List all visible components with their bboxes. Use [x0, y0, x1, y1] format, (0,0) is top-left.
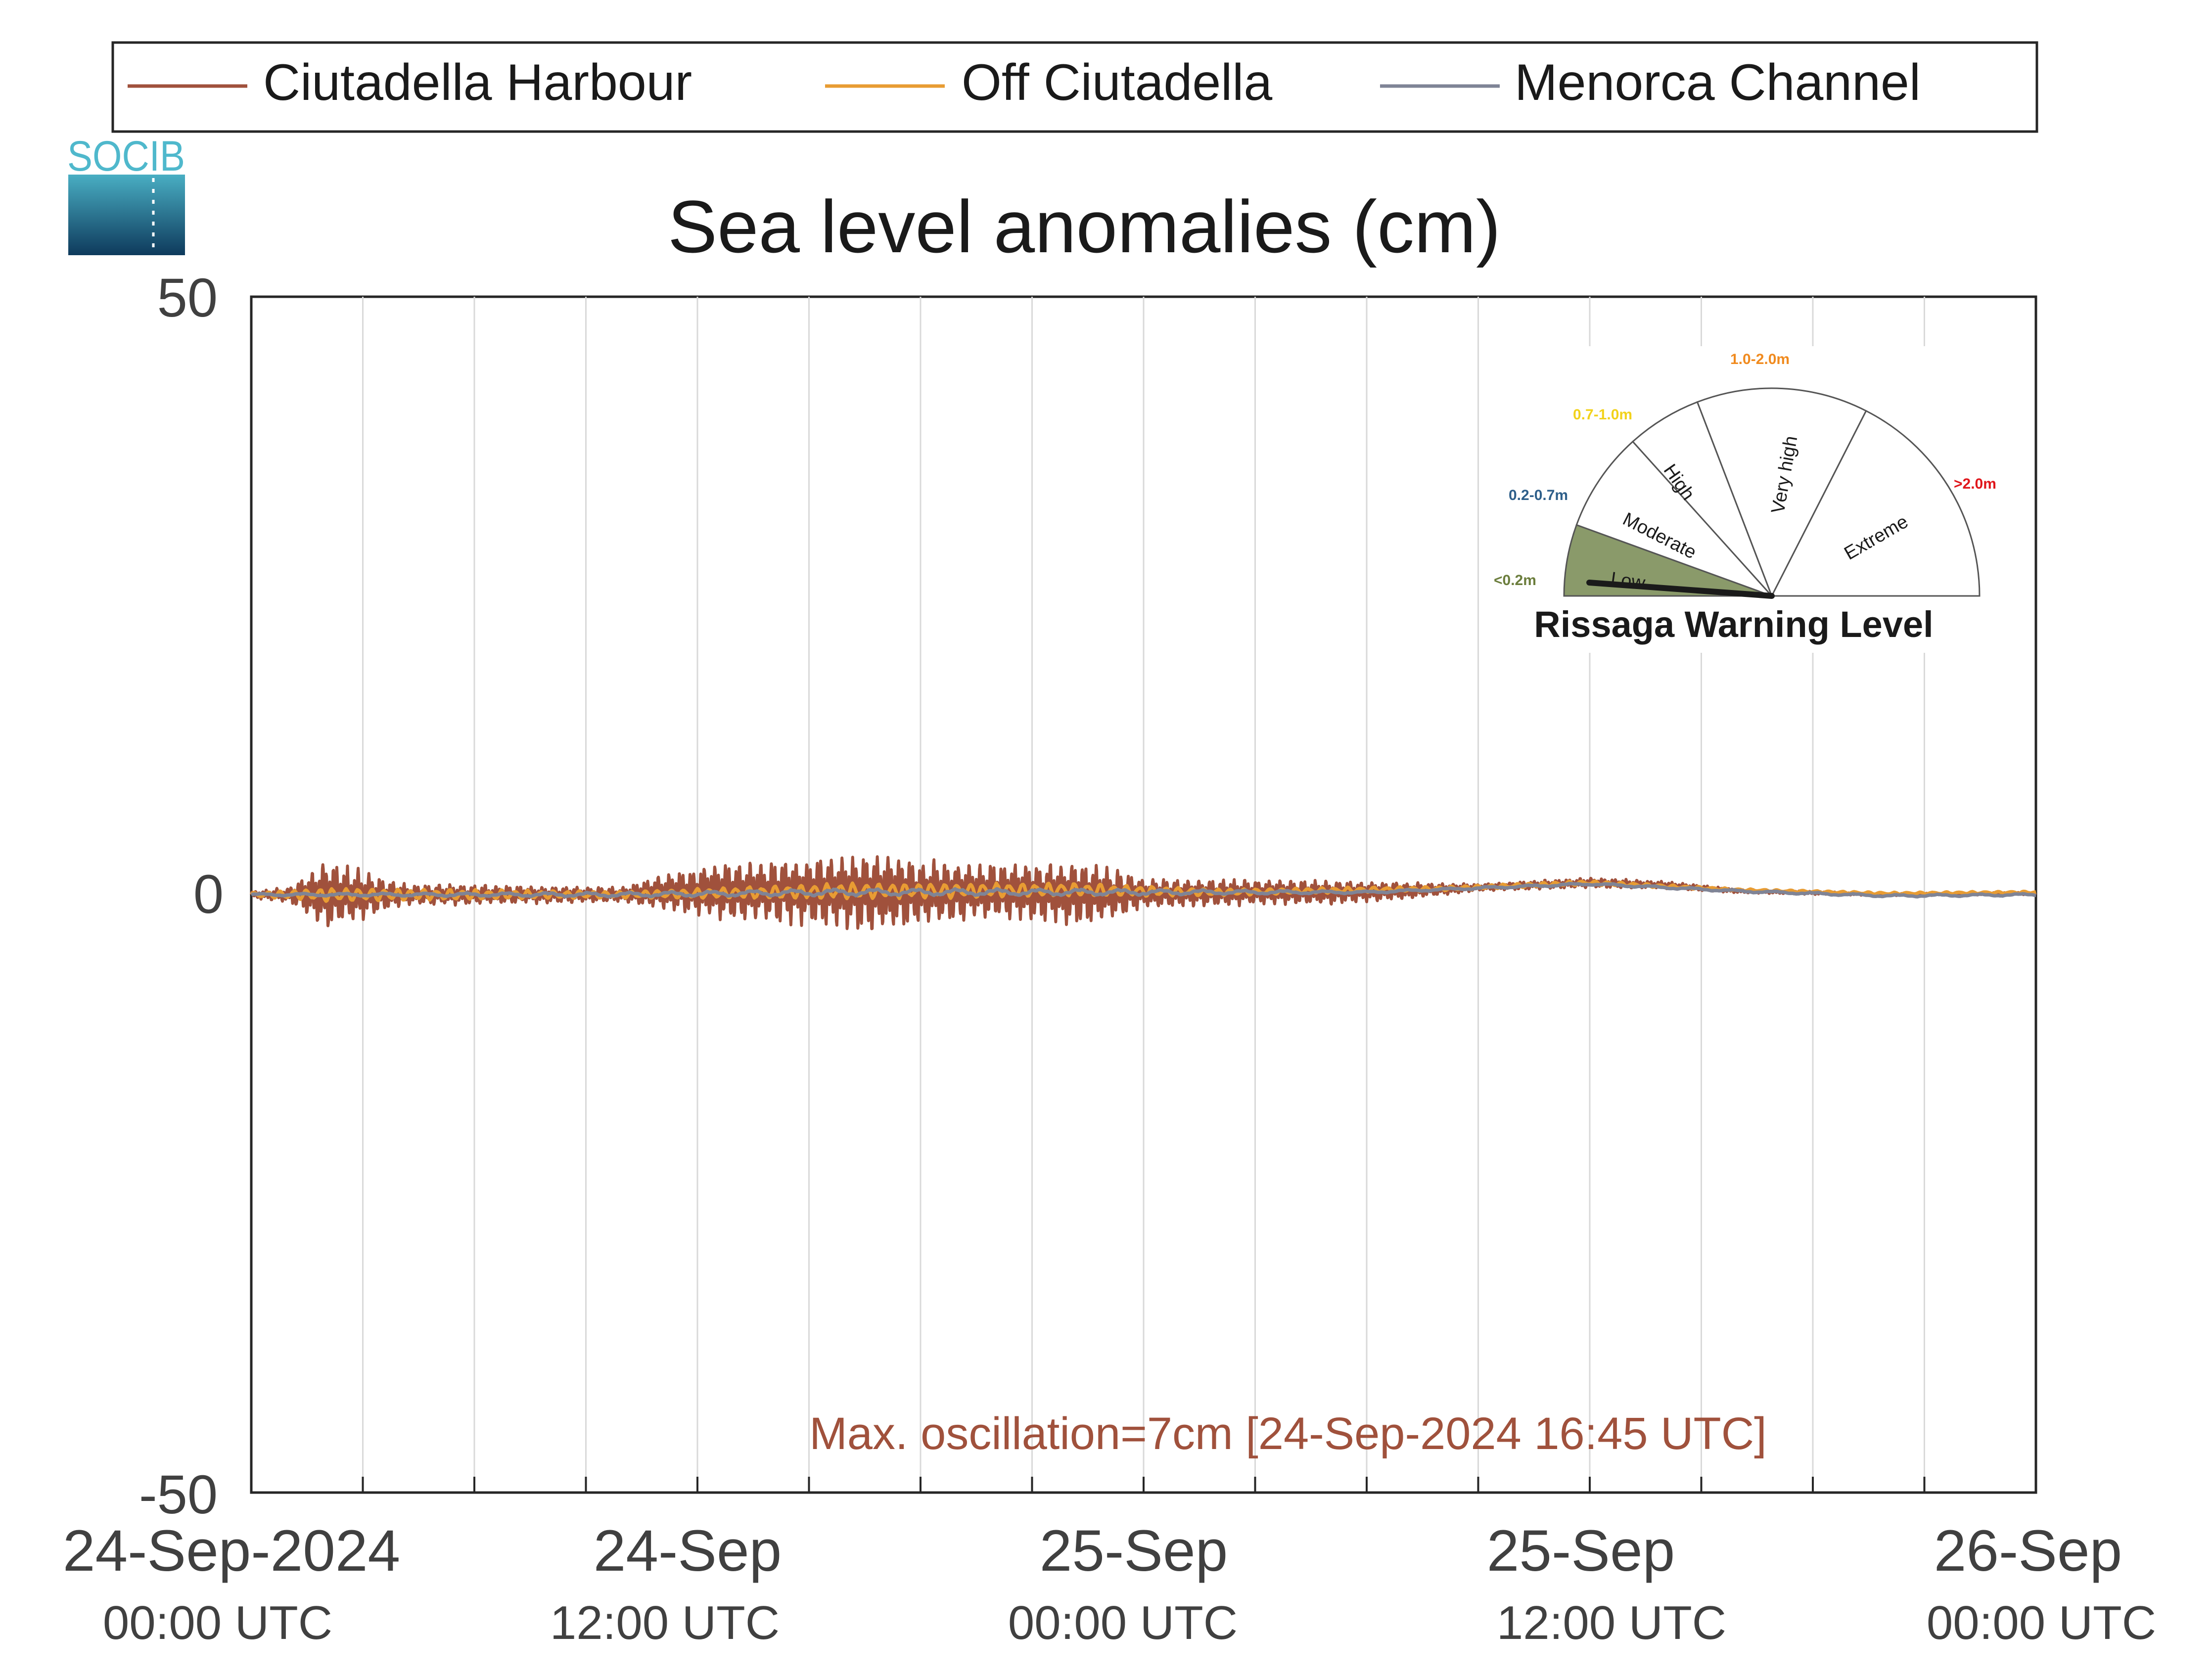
y-tick-label-zero: 0 — [193, 864, 224, 925]
gauge-range-very-high: 1.0-2.0m — [1730, 351, 1790, 367]
gauge-label-low: Low — [1610, 568, 1647, 593]
y-tick-label-top: 50 — [157, 268, 218, 328]
legend: Ciutadella Harbour Off Ciutadella Menorc… — [111, 41, 2038, 133]
legend-label-menorca-channel: Menorca Channel — [1515, 54, 1921, 111]
max-oscillation-annotation: Max. oscillation=7cm [24-Sep-2024 16:45 … — [809, 1408, 1767, 1459]
x-tick-labels: 24-Sep-2024 00:00 UTC 24-Sep 12:00 UTC 2… — [63, 1518, 2156, 1649]
gauge-range-low: <0.2m — [1494, 572, 1536, 589]
y-tick-label-bottom: -50 — [139, 1464, 218, 1525]
gauge-sector-extreme — [1770, 409, 1981, 597]
x-tick-date-1: 24-Sep-2024 — [63, 1518, 400, 1584]
x-tick-marks — [362, 1477, 1926, 1493]
x-tick-time-3: 00:00 UTC — [1008, 1596, 1238, 1649]
legend-label-ciutadella-harbour: Ciutadella Harbour — [263, 54, 692, 111]
gauge-title: Rissaga Warning Level — [1534, 604, 1933, 645]
socib-logo-block — [68, 175, 185, 255]
gauge-needle — [1586, 580, 1775, 599]
socib-logo: SOCIB — [67, 133, 185, 255]
x-tick-date-3: 25-Sep — [1040, 1518, 1228, 1584]
x-tick-time-1: 00:00 UTC — [103, 1596, 332, 1649]
gauge-sector-moderate — [1575, 440, 1773, 597]
x-tick-date-4: 25-Sep — [1487, 1518, 1675, 1584]
x-tick-time-5: 00:00 UTC — [1927, 1596, 2156, 1649]
gauge-sector-very-high — [1696, 387, 1867, 598]
gauge-sector-low — [1563, 524, 1772, 597]
legend-label-off-ciutadella: Off Ciutadella — [962, 54, 1272, 111]
gauge-range-high: 0.7-1.0m — [1573, 407, 1632, 423]
socib-logo-text: SOCIB — [67, 133, 185, 180]
series-line-menorca-channel — [250, 882, 2037, 899]
chart-title: Sea level anomalies (cm) — [668, 185, 1501, 268]
series-layer — [250, 855, 2037, 930]
gauge-range-extreme: >2.0m — [1954, 476, 1996, 492]
x-tick-date-5: 26-Sep — [1934, 1518, 2122, 1584]
x-tick-time-4: 12:00 UTC — [1497, 1596, 1726, 1649]
x-tick-date-2: 24-Sep — [594, 1518, 782, 1584]
legend-frame — [111, 41, 2038, 133]
gauge-sectors — [1563, 387, 1981, 598]
x-tick-time-2: 12:00 UTC — [550, 1596, 780, 1649]
rissaga-gauge: <0.2m 0.2-0.7m 0.7-1.0m 1.0-2.0m >2.0m L… — [1494, 346, 2013, 653]
gauge-sector-high — [1631, 401, 1773, 597]
gauge-range-moderate: 0.2-0.7m — [1509, 487, 1568, 503]
